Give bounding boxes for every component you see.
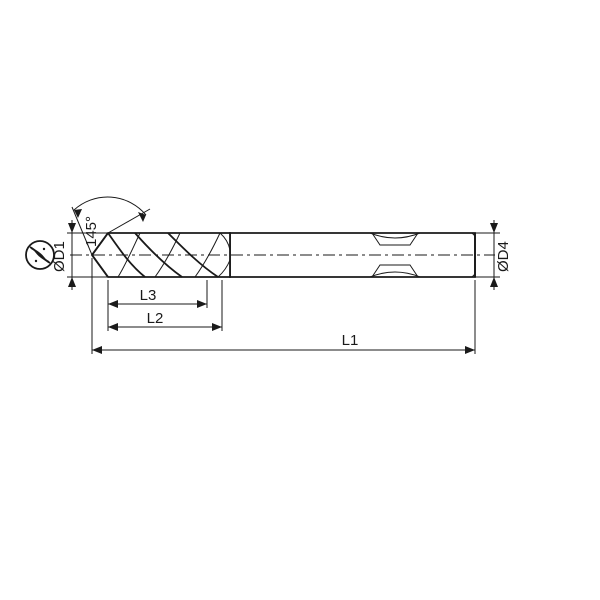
diameter-d4: ØD4	[475, 220, 512, 290]
tip-end-view-icon	[26, 241, 54, 269]
d4-label: ØD4	[495, 241, 512, 272]
length-l2: L2	[108, 280, 222, 331]
d1-label: ØD1	[51, 241, 68, 272]
drill-side-view	[70, 233, 495, 277]
angle-label: 145°	[83, 216, 100, 247]
l2-label: L2	[147, 310, 164, 327]
drill-dimension-diagram: 145° ØD1 ØD4 L3 L2	[0, 0, 600, 600]
l3-label: L3	[140, 287, 157, 304]
l1-label: L1	[342, 332, 359, 349]
